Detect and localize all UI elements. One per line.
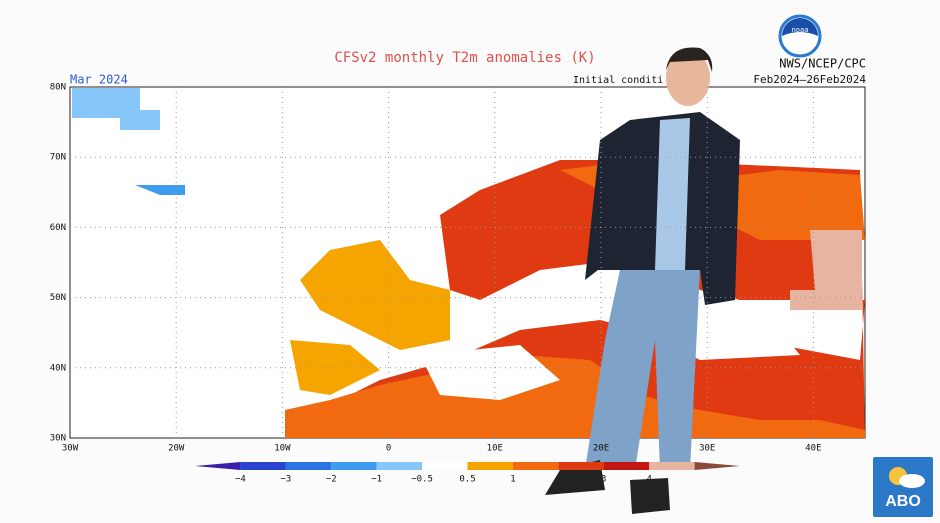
sea (420, 330, 800, 400)
map-title: CFSv2 monthly T2m anomalies (K) (334, 50, 595, 66)
colorbar-label: −1 (371, 475, 382, 485)
noaa-logo: noaa (778, 14, 822, 58)
colorbar-label: −4 (235, 475, 246, 485)
colorbar-bin (376, 462, 423, 470)
lon-label: 30W (62, 444, 79, 454)
logo-label: ABO (885, 493, 921, 510)
lon-label: 20W (168, 444, 185, 454)
colorbar-bin (649, 462, 695, 470)
logo-sky (782, 18, 818, 36)
colorbar-label: 0.5 (459, 475, 475, 485)
colorbar-bin (467, 462, 513, 470)
shoes (545, 460, 670, 514)
colorbar-bin (240, 462, 286, 470)
colorbar-bin (331, 462, 377, 470)
init-label-right: Feb2024—26Feb2024 (753, 73, 866, 86)
month-label: Mar 2024 (70, 73, 128, 87)
presenter (545, 47, 740, 514)
greenland-anomaly (72, 88, 160, 130)
abo-logo[interactable]: ABO (873, 457, 933, 517)
source-label: NWS/NCEP/CPC (779, 57, 866, 71)
colorbar-bin (422, 462, 468, 470)
colorbar-label: −0.5 (411, 475, 433, 485)
lon-label: 10E (487, 444, 503, 454)
colorbar-label: −3 (280, 475, 291, 485)
logo-cloud (899, 474, 925, 488)
colorbar-label: 1 (510, 475, 515, 485)
jeans (585, 270, 700, 470)
lat-label: 70N (50, 153, 66, 163)
lon-label: 0 (386, 444, 391, 454)
south-anomaly (285, 355, 865, 438)
lat-label: 40N (50, 363, 66, 373)
colorbar-bin (512, 462, 559, 470)
west-anomaly (290, 240, 450, 395)
colorbar-bin (603, 462, 650, 470)
colorbar-label: 3 (601, 475, 606, 485)
colorbar-end (195, 462, 241, 470)
lon-label: 30E (699, 444, 715, 454)
lat-label: 60N (50, 223, 66, 233)
logo-text: noaa (792, 26, 809, 34)
lon-label: 10W (274, 444, 291, 454)
colorbar-bin (285, 462, 332, 470)
hair (666, 47, 713, 72)
map (69, 86, 866, 439)
lat-label: 80N (50, 83, 66, 93)
east-anomaly (790, 230, 862, 310)
shirt (655, 118, 690, 270)
colorbar-label: −2 (326, 475, 337, 485)
head (666, 50, 710, 106)
lon-label: 20E (593, 444, 609, 454)
colorbar-end (694, 462, 740, 470)
lon-label: 40E (805, 444, 821, 454)
colorbar-label: 4 (646, 475, 651, 485)
lat-label: 50N (50, 293, 66, 303)
colorbar: −4 −3 −2 −1 −0.5 0.5 1 3 4 (195, 462, 740, 485)
colorbar-bin (558, 462, 604, 470)
iceland-anomaly (135, 185, 185, 195)
init-label-left: Initial conditi (573, 75, 663, 86)
lat-label: 30N (50, 434, 66, 444)
logo-box (873, 457, 933, 517)
